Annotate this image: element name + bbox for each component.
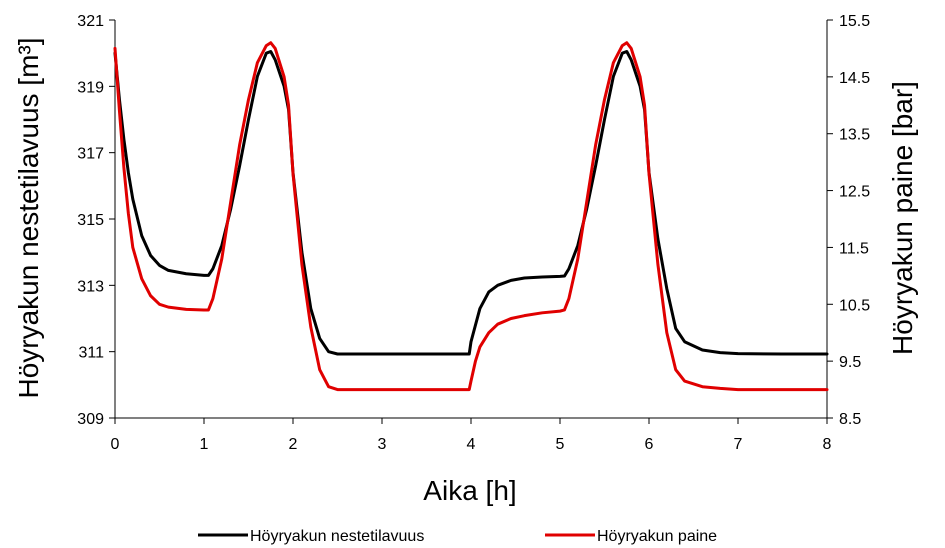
y-left-tick-label: 319 [77, 79, 104, 96]
y-left-tick-label: 311 [78, 345, 104, 362]
y-right-tick-label: 14.5 [839, 70, 870, 87]
x-axis-title: Aika [h] [423, 475, 516, 506]
y-left-axis-title: Höyryakun nestetilavuus [m³] [13, 37, 44, 398]
x-tick-label: 5 [556, 436, 565, 453]
x-tick-label: 6 [645, 436, 654, 453]
y-left-tick-label: 309 [77, 411, 104, 428]
y-right-tick-label: 10.5 [839, 297, 870, 314]
series-line-nestetilavuus [113, 50, 829, 356]
x-tick-label: 1 [200, 436, 209, 453]
ticks: 0 1 2 3 4 5 6 7 8 309 311 313 315 317 319 321 8.5 9.5 10.5… [77, 13, 870, 453]
y-right-tick-label: 9.5 [839, 354, 861, 371]
series-layer [113, 41, 829, 392]
x-tick-label: 4 [467, 436, 476, 453]
y-right-tick-label: 15.5 [839, 13, 870, 30]
y-right-tick-label: 8.5 [839, 411, 861, 428]
y-left-tick-label: 317 [77, 146, 104, 163]
series-line-paine [113, 41, 829, 392]
x-tick-label: 2 [289, 436, 298, 453]
y-right-tick-label: 12.5 [839, 184, 870, 201]
y-right-tick-label: 11.5 [839, 240, 869, 257]
x-tick-label: 3 [378, 436, 387, 453]
legend: Höyryakun nestetilavuus Höyryakun paine [198, 528, 717, 545]
y-left-tick-label: 315 [77, 212, 104, 229]
y-left-tick-label: 321 [77, 13, 104, 30]
axes [114, 20, 828, 419]
x-tick-label: 0 [111, 436, 120, 453]
legend-label-paine: Höyryakun paine [597, 528, 717, 545]
x-tick-label: 8 [823, 436, 832, 453]
x-tick-label: 7 [734, 436, 743, 453]
y-left-tick-label: 313 [77, 278, 104, 295]
legend-label-nestetilavuus: Höyryakun nestetilavuus [250, 528, 424, 545]
y-right-tick-label: 13.5 [839, 127, 870, 144]
y-right-axis-title: Höyryakun paine [bar] [887, 81, 918, 355]
